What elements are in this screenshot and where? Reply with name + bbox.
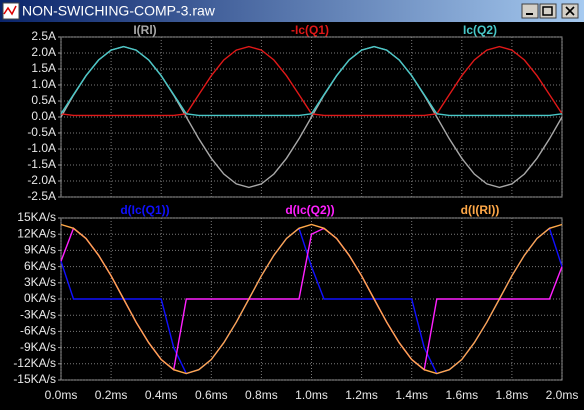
- x-tick-label: 1.8ms: [496, 388, 529, 402]
- x-tick-label: 0.8ms: [245, 388, 278, 402]
- y-tick-label: 1.0A: [31, 77, 56, 91]
- y-tick-label: -6KA/s: [20, 324, 56, 338]
- legend-label: d(Ic(Q1)): [120, 203, 169, 217]
- series-line: [60, 45, 563, 117]
- x-tick-label: 1.2ms: [345, 388, 378, 402]
- y-tick-label: -9KA/s: [20, 340, 56, 354]
- series-line: [60, 223, 563, 375]
- y-tick-label: -2.5A: [27, 189, 56, 203]
- x-tick-label: 0.2ms: [95, 388, 128, 402]
- app-icon-wave: [3, 5, 17, 16]
- y-tick-label: -0.5A: [27, 125, 56, 139]
- x-tick-label: 0.4ms: [145, 388, 178, 402]
- maximize-button[interactable]: [539, 3, 557, 19]
- x-tick-label: 0.6ms: [195, 388, 228, 402]
- y-tick-label: 6KA/s: [24, 259, 56, 273]
- y-tick-label: -15KA/s: [13, 372, 56, 386]
- x-tick-label: 2.0ms: [546, 388, 579, 402]
- x-tick-label: 0.0ms: [45, 388, 78, 402]
- legend-label: -Ic(Q1): [291, 23, 329, 37]
- legend-label: Ic(Q2): [463, 23, 497, 37]
- y-tick-label: 2.0A: [31, 45, 56, 59]
- minimize-button[interactable]: [521, 3, 539, 19]
- close-button[interactable]: [561, 3, 579, 19]
- legend-label: d(Ic(Q2)): [285, 203, 334, 217]
- y-tick-label: 2.5A: [31, 29, 56, 43]
- legend-label: d(I(Rl)): [461, 203, 500, 217]
- title-bar: [0, 0, 584, 22]
- y-tick-label: 0.5A: [31, 93, 56, 107]
- y-tick-label: 3KA/s: [24, 275, 56, 289]
- x-tick-label: 1.0ms: [295, 388, 328, 402]
- y-tick-label: 1.5A: [31, 61, 56, 75]
- y-tick-label: 9KA/s: [24, 243, 56, 257]
- window-title: NON-SWICHING-COMP-3.raw: [22, 3, 216, 19]
- y-tick-label: -1.5A: [27, 157, 56, 171]
- x-tick-label: 1.4ms: [395, 388, 428, 402]
- y-tick-label: 15KA/s: [17, 210, 56, 224]
- y-tick-label: -2.0A: [27, 173, 56, 187]
- y-tick-label: 0.0A: [31, 109, 56, 123]
- y-tick-label: 12KA/s: [17, 226, 56, 240]
- legend-label: I(Rl): [133, 23, 156, 37]
- y-tick-label: -1.0A: [27, 141, 56, 155]
- y-tick-label: -3KA/s: [20, 307, 56, 321]
- y-tick-label: 0KA/s: [24, 291, 56, 305]
- y-tick-label: -12KA/s: [13, 356, 56, 370]
- x-tick-label: 1.6ms: [445, 388, 478, 402]
